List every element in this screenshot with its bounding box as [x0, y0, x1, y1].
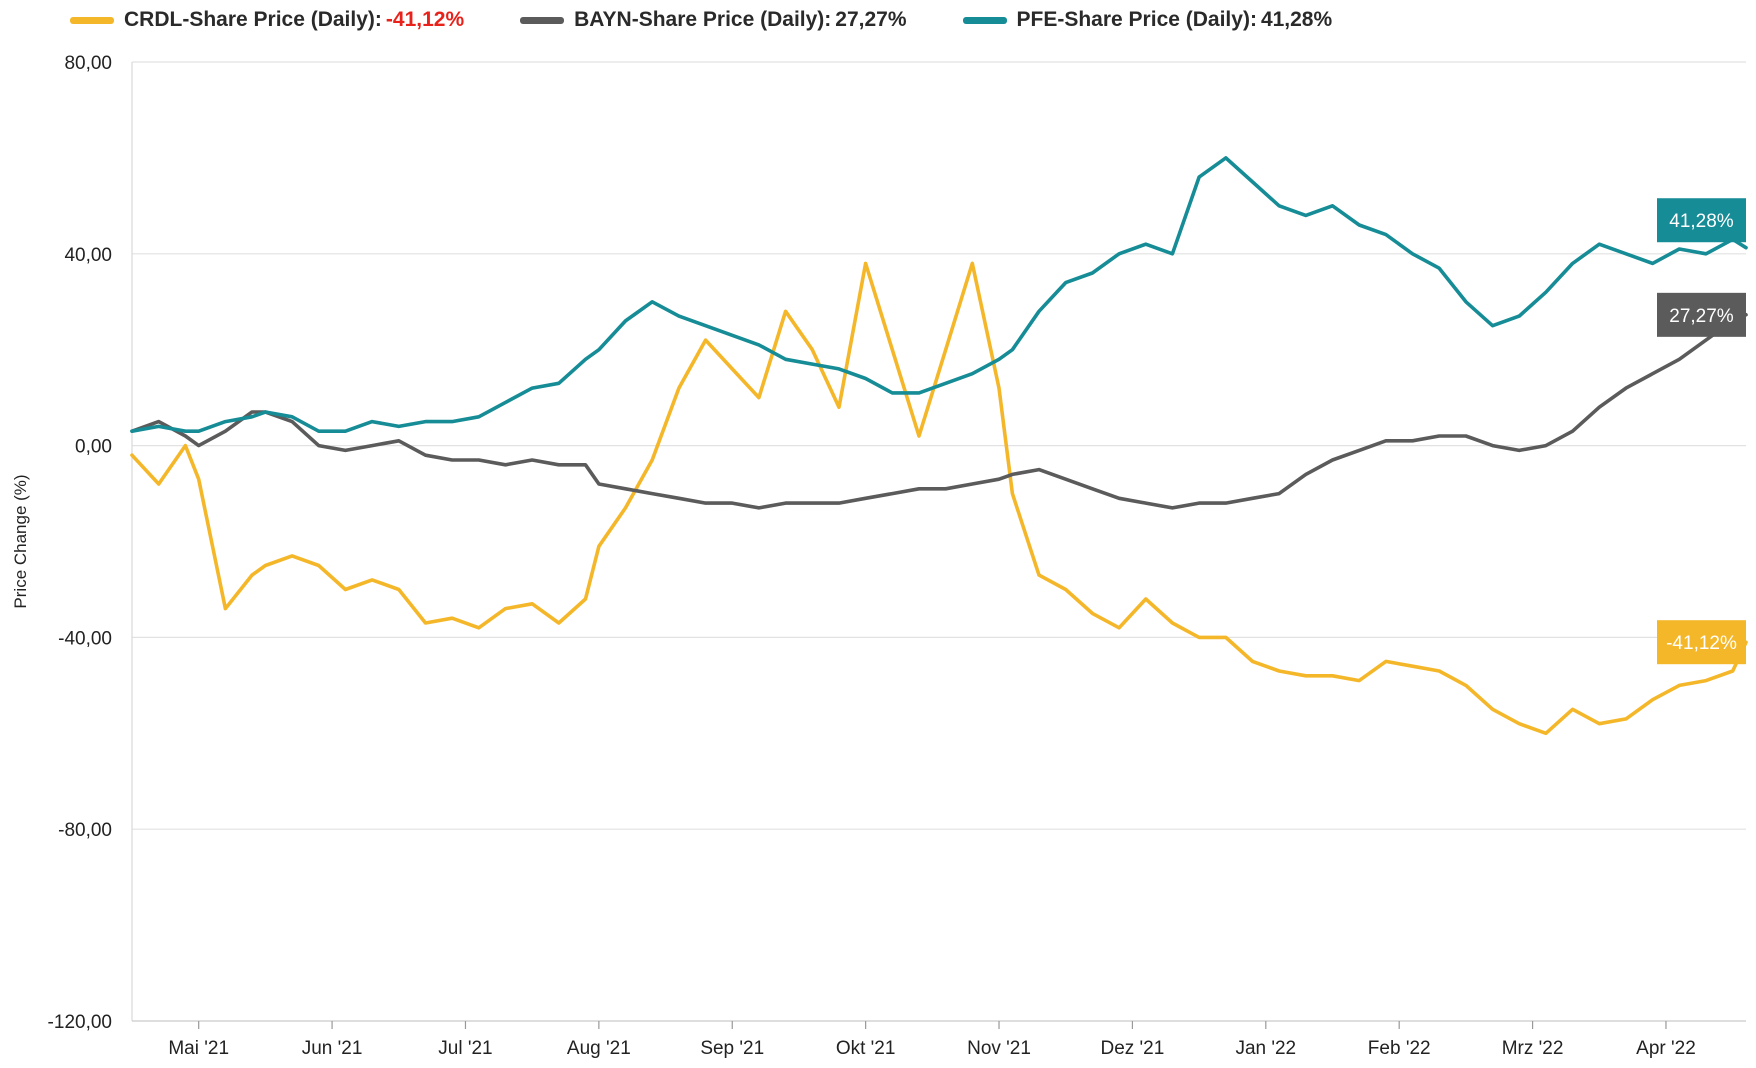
series-line-0 — [130, 261, 1748, 736]
legend-label-crdl: CRDL-Share Price (Daily) — [124, 8, 375, 31]
x-tick-label: Okt '21 — [836, 1038, 896, 1059]
x-tick-label: Mai '21 — [168, 1038, 229, 1059]
end-label-text-2: 41,28% — [1669, 211, 1734, 232]
legend-item-pfe[interactable]: PFE-Share Price (Daily):41,28% — [962, 8, 1333, 32]
chart-legend: CRDL-Share Price (Daily): -41,12% BAYN-Sh… — [70, 8, 1332, 32]
legend-swatch-crdl — [70, 16, 114, 24]
legend-item-crdl[interactable]: CRDL-Share Price (Daily): -41,12% — [70, 8, 464, 32]
series-line-1 — [130, 312, 1748, 510]
end-labels: -41,12% 27,27% 41,28% — [1657, 198, 1746, 665]
x-tick-label: Feb '22 — [1368, 1038, 1431, 1059]
end-label-text-1: 27,27% — [1669, 306, 1734, 327]
x-tick-label: Dez '21 — [1100, 1038, 1164, 1059]
x-tick-label: Jan '22 — [1235, 1038, 1296, 1059]
legend-swatch-pfe — [962, 16, 1007, 24]
end-label-box-2 — [1657, 198, 1746, 243]
y-tick-label: 0,00 — [75, 437, 112, 458]
legend-label-pfe: PFE-Share Price (Daily) — [1016, 8, 1250, 31]
legend-swatch-bayn — [520, 16, 565, 24]
legend-item-bayn[interactable]: BAYN-Share Price (Daily):27,27% — [520, 8, 907, 32]
legend-value-crdl: -41,12% — [385, 8, 465, 31]
y-axis-label: Price Change (%) — [11, 474, 30, 608]
x-tick-label: Jul '21 — [438, 1038, 492, 1059]
end-label-text-0: -41,12% — [1666, 633, 1737, 654]
y-tick-label: 40,00 — [64, 245, 112, 266]
series-lines — [130, 156, 1748, 736]
y-tick-label: -120,00 — [48, 1012, 112, 1033]
y-tick-label: 80,00 — [64, 53, 112, 74]
legend-value-bayn: 27,27% — [835, 8, 907, 31]
x-tick-label: Jun '21 — [302, 1038, 363, 1059]
x-tick-label: Nov '21 — [967, 1038, 1031, 1059]
series-line-2 — [130, 156, 1748, 434]
x-tick-label: Apr '22 — [1636, 1038, 1696, 1059]
end-label-box-0 — [1657, 620, 1746, 665]
x-tick-label: Mrz '22 — [1502, 1038, 1564, 1059]
y-tick-label: -40,00 — [58, 628, 112, 649]
x-tick-label: Sep '21 — [700, 1038, 764, 1059]
legend-value-pfe: 41,28% — [1260, 8, 1333, 31]
legend-label-bayn: BAYN-Share Price (Daily) — [574, 8, 825, 31]
x-tick-label: Aug '21 — [567, 1038, 631, 1059]
end-label-box-1 — [1657, 292, 1746, 337]
axes: 80,00 40,00 0,00 -40,00 -80,00 -120,00 Mai '21… — [11, 53, 1746, 1059]
y-tick-label: -80,00 — [58, 820, 112, 841]
grid-lines — [132, 61, 1746, 1022]
